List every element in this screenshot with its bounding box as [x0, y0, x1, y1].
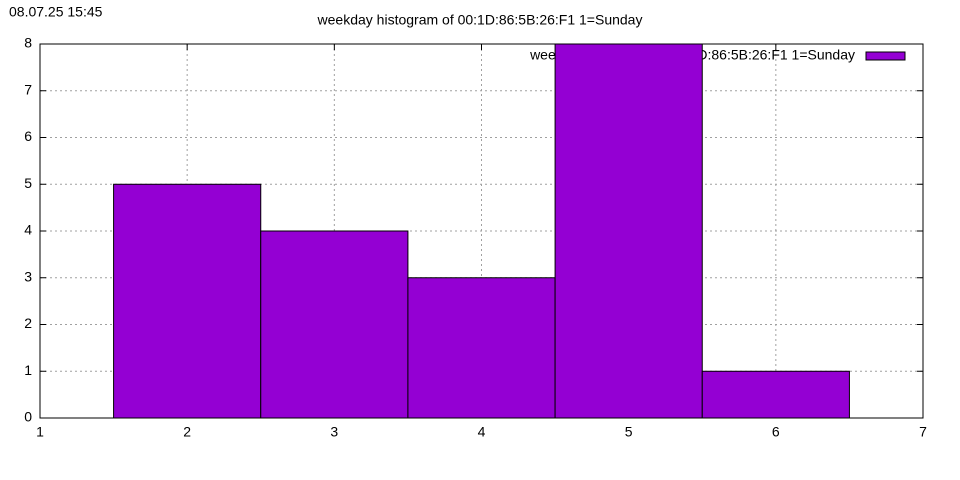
x-tick-label: 7	[919, 424, 927, 440]
plot-border	[39, 43, 924, 419]
y-tick-label: 2	[24, 315, 32, 331]
y-tick-label: 7	[24, 81, 32, 97]
y-tick-label: 6	[24, 128, 32, 144]
bar	[113, 183, 262, 419]
y-tick-label: 4	[24, 222, 32, 238]
x-tick-label: 1	[36, 424, 44, 440]
bar	[701, 370, 850, 419]
bar	[554, 43, 703, 419]
y-tick-label: 5	[24, 175, 32, 191]
x-tick-label: 6	[772, 424, 780, 440]
bar	[407, 277, 556, 419]
x-tick-label: 4	[478, 424, 486, 440]
x-tick-label: 5	[625, 424, 633, 440]
y-tick-label: 1	[24, 362, 32, 378]
bar	[260, 230, 409, 419]
chart-title: weekday histogram of 00:1D:86:5B:26:F1 1…	[317, 12, 643, 28]
timestamp: 08.07.25 15:45	[9, 4, 103, 20]
y-tick-label: 0	[24, 409, 32, 425]
y-tick-label: 3	[24, 268, 32, 284]
legend-swatch	[865, 51, 906, 61]
x-tick-label: 2	[183, 424, 191, 440]
x-tick-label: 3	[330, 424, 338, 440]
y-tick-label: 8	[24, 35, 32, 51]
